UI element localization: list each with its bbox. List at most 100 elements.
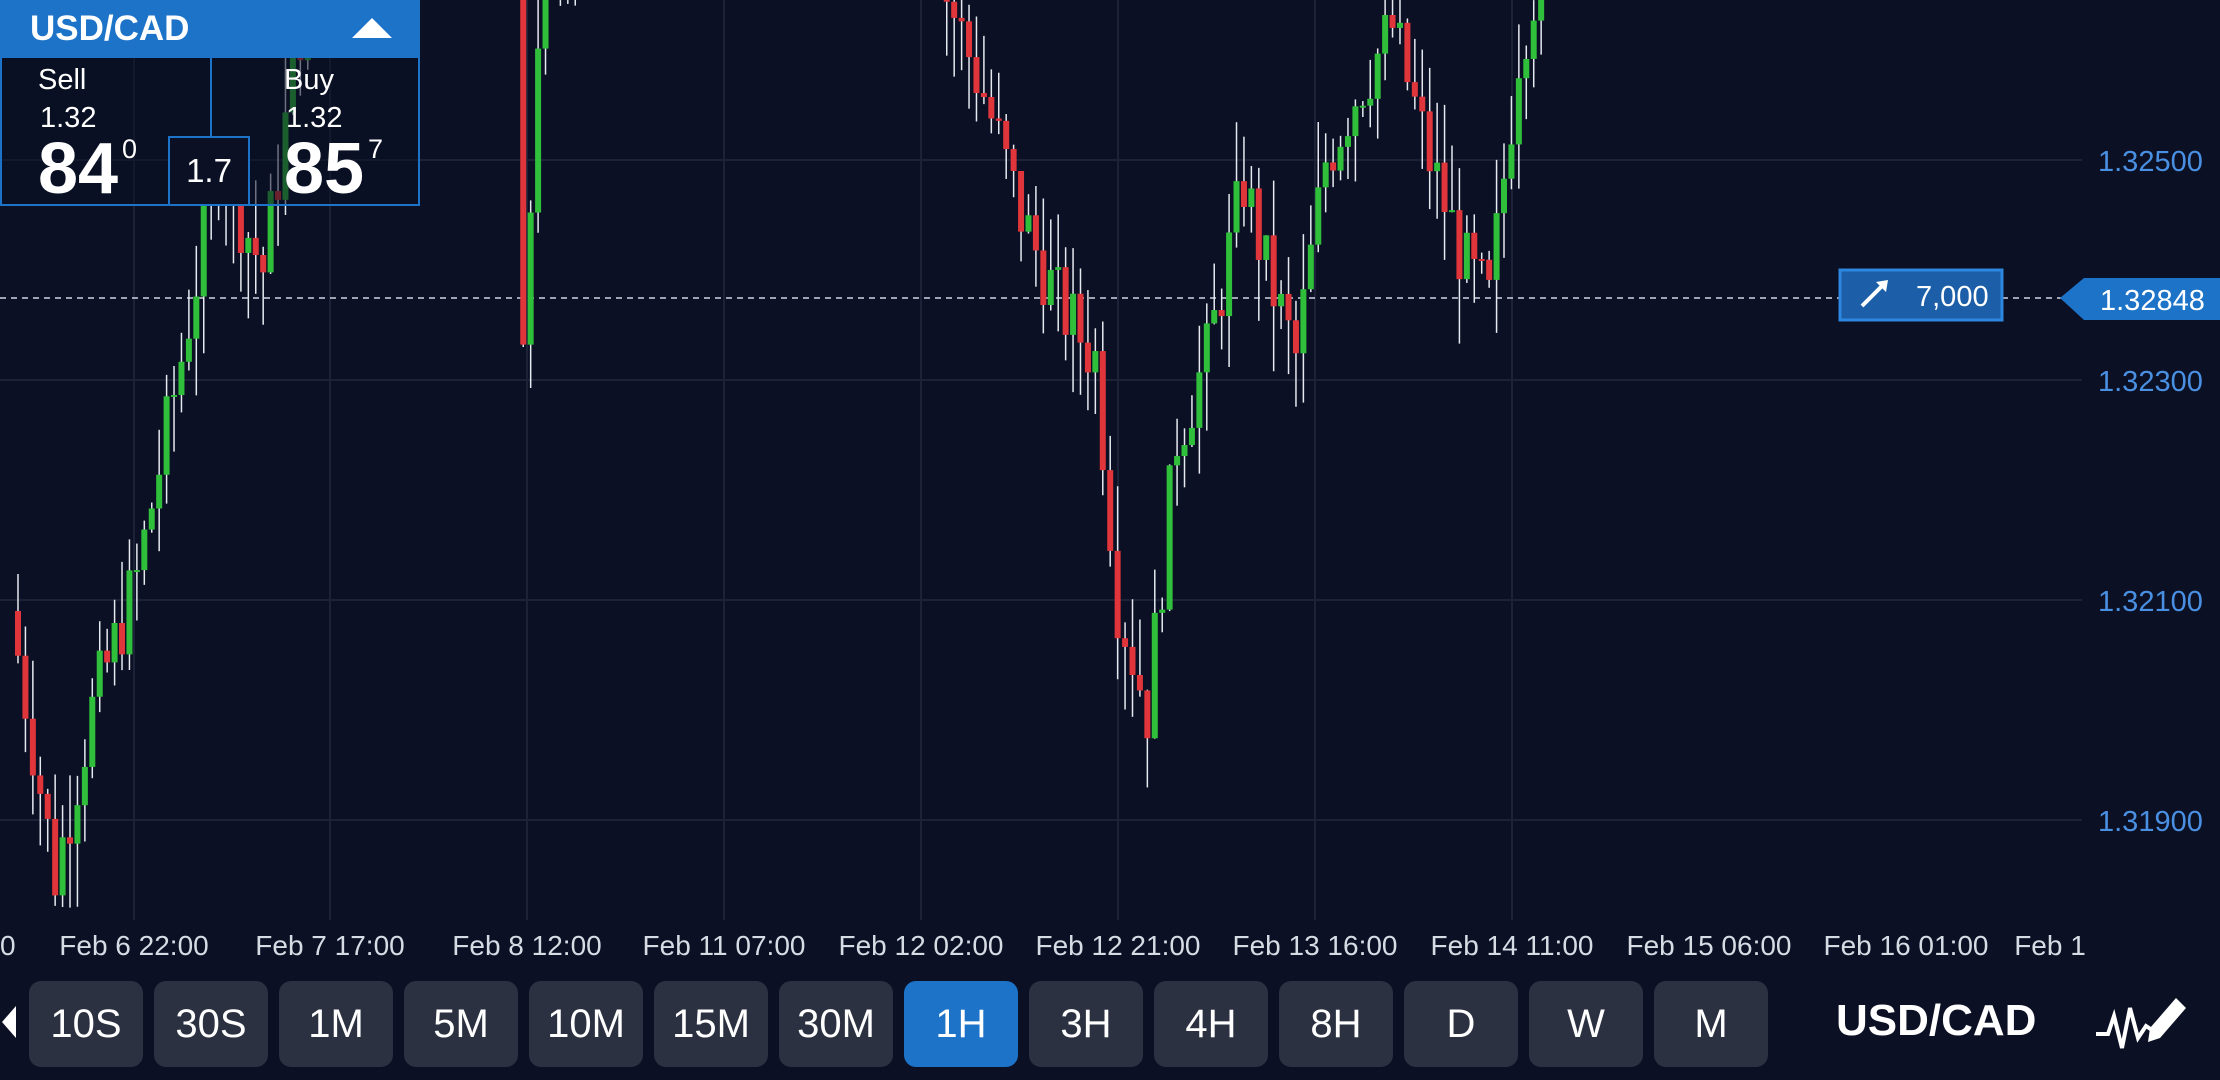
x-tick-label: Feb 14 11:00 xyxy=(1431,930,1594,960)
x-tick-label: Feb 1 xyxy=(2014,930,2086,960)
position-box[interactable] xyxy=(1838,268,2004,322)
x-tick-label: 0 xyxy=(0,930,16,960)
timeframe-10m-button[interactable]: 10M xyxy=(529,981,643,1067)
order-levels xyxy=(0,297,2082,299)
x-tick-label: Feb 12 21:00 xyxy=(1035,930,1200,960)
candle xyxy=(1010,144,1017,198)
candle xyxy=(126,539,133,670)
candle xyxy=(1159,597,1166,633)
timeframe-3h-button[interactable]: 3H xyxy=(1029,981,1143,1067)
quote-header[interactable]: USD/CAD xyxy=(0,0,420,56)
sell-label: Sell xyxy=(38,64,87,96)
timeframe-d-button[interactable]: D xyxy=(1404,981,1518,1067)
candle xyxy=(1404,18,1411,91)
candle xyxy=(1337,135,1344,181)
x-tick-label: Feb 16 01:00 xyxy=(1823,930,1988,960)
candle xyxy=(1114,486,1121,680)
x-tick-label: Feb 13 16:00 xyxy=(1232,930,1397,960)
spread-value: 1.7 xyxy=(168,136,250,206)
buy-label: Buy xyxy=(284,64,334,96)
draw-tools-icon[interactable] xyxy=(2094,990,2190,1054)
candle xyxy=(1218,288,1225,350)
candle xyxy=(995,72,1002,135)
candle xyxy=(1307,205,1314,293)
y-tick-label: 1.32300 xyxy=(2098,366,2203,398)
candle xyxy=(1025,194,1032,234)
timeframe-8h-button[interactable]: 8H xyxy=(1279,981,1393,1067)
timeframe-1h-button[interactable]: 1H xyxy=(904,981,1018,1067)
candle xyxy=(111,599,118,686)
candle xyxy=(171,366,178,452)
candle xyxy=(260,246,267,325)
candle xyxy=(1434,102,1441,219)
candle xyxy=(22,626,29,753)
candle xyxy=(1270,180,1277,372)
candle xyxy=(1501,143,1507,258)
collapse-caret-icon[interactable] xyxy=(352,18,392,38)
timeframe-5m-button[interactable]: 5M xyxy=(404,981,518,1067)
candle xyxy=(1515,24,1522,189)
candle xyxy=(535,0,542,233)
timeframe-15m-button[interactable]: 15M xyxy=(654,981,768,1067)
candle xyxy=(958,0,965,71)
candle xyxy=(1471,214,1478,303)
position-marker[interactable]: 7,000 xyxy=(1838,268,2004,322)
toolbar-symbol[interactable]: USD/CAD xyxy=(1836,996,2037,1045)
candle xyxy=(1441,104,1448,260)
timeframe-w-button[interactable]: W xyxy=(1529,981,1643,1067)
candle xyxy=(1174,418,1181,506)
candle xyxy=(67,775,74,908)
candle xyxy=(1092,328,1099,415)
scroll-left-icon[interactable] xyxy=(2,1006,16,1038)
candle xyxy=(1122,622,1129,710)
candle xyxy=(1411,38,1418,110)
candle xyxy=(1144,689,1151,788)
candle xyxy=(1530,0,1537,88)
timeframe-m-button[interactable]: M xyxy=(1654,981,1768,1067)
buy-button[interactable]: Buy 1.32 85 7 xyxy=(210,56,420,209)
candle xyxy=(29,660,36,815)
timeframe-30s-button[interactable]: 30S xyxy=(154,981,268,1067)
candle xyxy=(951,0,958,77)
timeframe-4h-button[interactable]: 4H xyxy=(1154,981,1268,1067)
y-tick-label: 1.32100 xyxy=(2098,586,2203,618)
candle xyxy=(1018,171,1025,262)
candle xyxy=(81,739,88,842)
candle xyxy=(1070,248,1077,393)
candle xyxy=(1226,194,1233,367)
candle xyxy=(1278,280,1285,330)
timeframe-30m-button[interactable]: 30M xyxy=(779,981,893,1067)
x-tick-label: Feb 15 06:00 xyxy=(1626,930,1791,960)
candle xyxy=(988,69,995,134)
candle xyxy=(1166,464,1173,612)
candles xyxy=(15,0,1545,908)
candle xyxy=(1493,159,1500,333)
timeframe-10s-button[interactable]: 10S xyxy=(29,981,143,1067)
candle xyxy=(1136,619,1143,697)
candle xyxy=(119,561,126,671)
x-tick-label: Feb 7 17:00 xyxy=(255,930,404,960)
sell-price-prefix: 1.32 xyxy=(40,102,97,134)
candle xyxy=(37,756,44,846)
candle xyxy=(966,4,973,109)
candle xyxy=(980,35,987,105)
candle xyxy=(1382,0,1389,81)
candle xyxy=(1352,99,1359,182)
candle xyxy=(1077,268,1084,395)
candle xyxy=(1203,303,1210,431)
candle xyxy=(74,775,81,907)
y-tick-label: 1.32500 xyxy=(2098,146,2203,178)
candle xyxy=(1367,59,1374,128)
candle xyxy=(1084,290,1091,411)
candle xyxy=(1359,101,1366,117)
candle xyxy=(1240,136,1247,227)
candle xyxy=(1196,325,1203,474)
y-tick-label: 1.31900 xyxy=(2098,806,2203,838)
candle xyxy=(1062,247,1069,361)
candle xyxy=(1099,321,1106,496)
candle xyxy=(178,332,185,413)
timeframe-1m-button[interactable]: 1M xyxy=(279,981,393,1067)
x-tick-label: Feb 12 02:00 xyxy=(838,930,1003,960)
current-price-tag: 1.32848 xyxy=(2060,278,2220,320)
candle xyxy=(520,0,527,347)
